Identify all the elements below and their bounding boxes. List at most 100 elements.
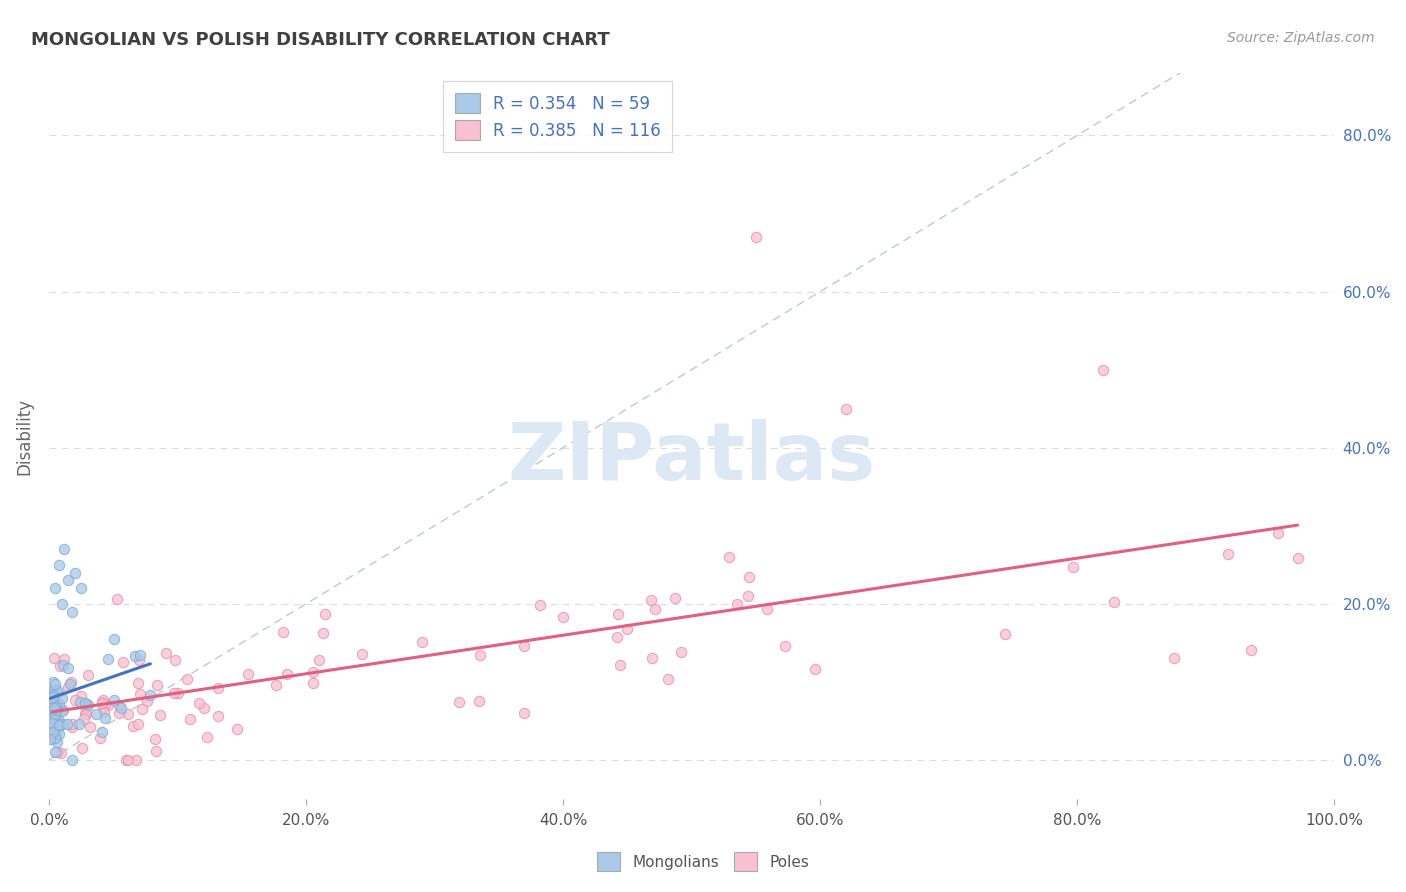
Point bbox=[513, 706, 536, 721]
Point bbox=[91, 724, 114, 739]
Point bbox=[91, 692, 114, 706]
Point bbox=[117, 753, 139, 767]
Point bbox=[77, 698, 100, 712]
Point bbox=[745, 230, 768, 244]
Point bbox=[803, 662, 825, 676]
Point bbox=[63, 566, 86, 580]
Point bbox=[271, 625, 294, 640]
Point bbox=[411, 635, 433, 649]
Point bbox=[62, 717, 84, 731]
Point bbox=[49, 659, 72, 673]
Point bbox=[75, 707, 97, 722]
Point bbox=[51, 597, 73, 611]
Point bbox=[73, 706, 96, 721]
Point bbox=[69, 695, 91, 709]
Point bbox=[76, 697, 98, 711]
Point bbox=[640, 592, 662, 607]
Point bbox=[52, 651, 75, 665]
Point bbox=[56, 680, 79, 694]
Point bbox=[1062, 560, 1084, 574]
Point bbox=[48, 558, 70, 572]
Point bbox=[111, 656, 134, 670]
Point bbox=[146, 678, 169, 692]
Point bbox=[51, 691, 73, 706]
Point bbox=[45, 699, 67, 714]
Point bbox=[42, 726, 65, 740]
Point bbox=[1286, 551, 1309, 566]
Point bbox=[70, 690, 93, 704]
Text: ZIPatlas: ZIPatlas bbox=[508, 419, 876, 497]
Point bbox=[42, 725, 65, 739]
Point bbox=[128, 687, 150, 701]
Point bbox=[122, 719, 145, 733]
Point bbox=[264, 678, 287, 692]
Point bbox=[93, 706, 115, 720]
Point bbox=[179, 713, 201, 727]
Point bbox=[67, 716, 90, 731]
Point bbox=[44, 706, 66, 721]
Point bbox=[44, 701, 66, 715]
Point bbox=[513, 639, 536, 653]
Point bbox=[308, 652, 330, 666]
Point bbox=[59, 677, 82, 691]
Point bbox=[609, 658, 631, 673]
Point bbox=[48, 714, 70, 728]
Point bbox=[45, 735, 67, 749]
Point bbox=[128, 653, 150, 667]
Point bbox=[195, 730, 218, 744]
Point bbox=[48, 727, 70, 741]
Point bbox=[56, 716, 79, 731]
Point bbox=[41, 675, 63, 690]
Point bbox=[641, 651, 664, 665]
Point bbox=[91, 696, 114, 710]
Point bbox=[45, 703, 67, 717]
Legend: Mongolians, Poles: Mongolians, Poles bbox=[591, 847, 815, 877]
Point bbox=[97, 698, 120, 712]
Point bbox=[39, 718, 62, 732]
Point bbox=[1163, 650, 1185, 665]
Point bbox=[117, 707, 139, 722]
Point bbox=[44, 709, 66, 723]
Point bbox=[470, 648, 492, 662]
Point bbox=[551, 609, 574, 624]
Point bbox=[1218, 547, 1240, 561]
Point bbox=[193, 701, 215, 715]
Point bbox=[53, 542, 76, 557]
Point bbox=[75, 699, 97, 714]
Point bbox=[135, 694, 157, 708]
Point bbox=[1102, 595, 1125, 609]
Point bbox=[39, 701, 62, 715]
Point bbox=[167, 686, 190, 700]
Point bbox=[42, 714, 65, 728]
Point bbox=[529, 599, 551, 613]
Point bbox=[91, 699, 114, 714]
Point bbox=[110, 701, 132, 715]
Point bbox=[48, 719, 70, 733]
Point bbox=[644, 602, 666, 616]
Point bbox=[70, 581, 93, 595]
Point bbox=[44, 706, 66, 721]
Point bbox=[314, 607, 336, 621]
Point bbox=[58, 661, 80, 675]
Point bbox=[143, 732, 166, 747]
Y-axis label: Disability: Disability bbox=[15, 398, 32, 475]
Point bbox=[89, 731, 111, 745]
Point bbox=[103, 632, 125, 647]
Point bbox=[44, 702, 66, 716]
Point bbox=[45, 682, 67, 697]
Point bbox=[139, 688, 162, 702]
Point bbox=[45, 745, 67, 759]
Point bbox=[1091, 362, 1114, 376]
Point bbox=[60, 753, 83, 767]
Point bbox=[73, 712, 96, 726]
Point bbox=[79, 720, 101, 734]
Point bbox=[42, 689, 65, 703]
Point bbox=[94, 697, 117, 711]
Point bbox=[44, 581, 66, 595]
Point bbox=[669, 645, 692, 659]
Point bbox=[616, 622, 638, 636]
Point bbox=[42, 690, 65, 704]
Point bbox=[97, 652, 120, 666]
Point bbox=[657, 673, 679, 687]
Point bbox=[207, 681, 229, 695]
